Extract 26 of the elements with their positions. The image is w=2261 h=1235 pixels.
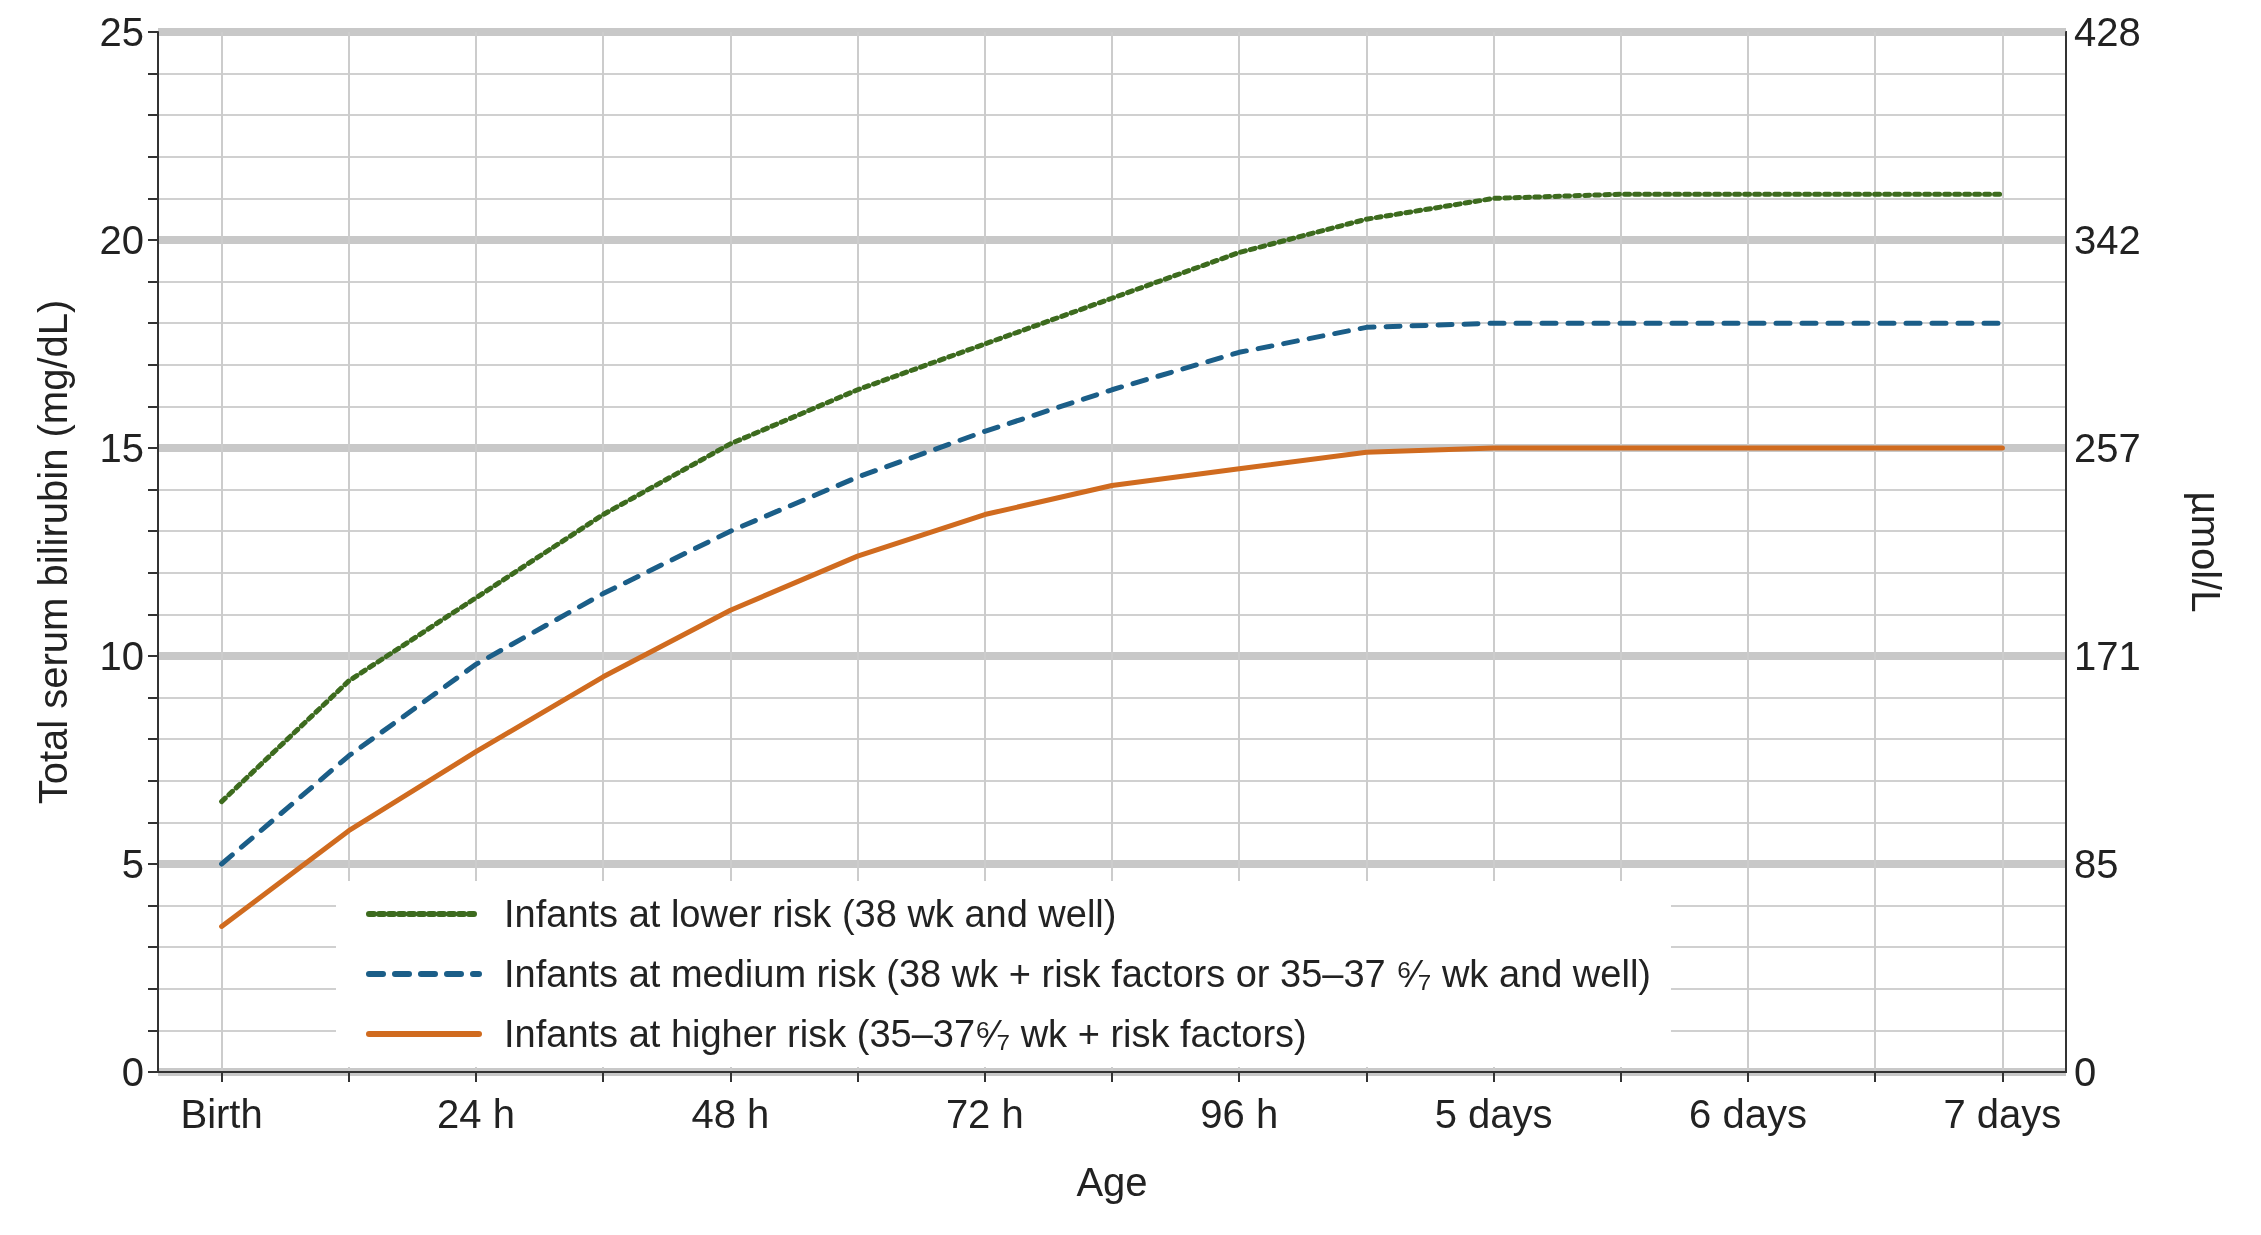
y2-tick-label: 171	[2074, 634, 2141, 678]
y2-tick-label: 428	[2074, 10, 2141, 54]
y-tick-label: 15	[99, 426, 144, 470]
x-tick-label: 48 h	[691, 1092, 770, 1136]
y-tick-label: 25	[99, 10, 144, 54]
x-tick-label: 6 days	[1689, 1092, 1807, 1136]
legend-label: Infants at medium risk (38 wk + risk factors or 35–37 ⁶⁄₇ wk and well)	[504, 953, 1651, 995]
y2-tick-label: 342	[2074, 218, 2141, 262]
x-tick-label: 96 h	[1200, 1092, 1279, 1136]
y-tick-label: 10	[99, 634, 144, 678]
y2-tick-label: 85	[2074, 842, 2119, 886]
legend-label: Infants at lower risk (38 wk and well)	[504, 893, 1117, 935]
y2-axis-title: µmol/L	[2184, 491, 2228, 613]
y-tick-label: 20	[99, 218, 144, 262]
x-axis-title: Age	[1076, 1160, 1148, 1204]
x-tick-label: 7 days	[1943, 1092, 2062, 1136]
y2-tick-label: 0	[2074, 1050, 2097, 1094]
x-tick-label: Birth	[180, 1092, 263, 1136]
y2-tick-label: 257	[2074, 426, 2141, 470]
x-tick-label: 24 h	[437, 1092, 515, 1136]
legend-label: Infants at higher risk (35–37⁶⁄₇ wk + risk factors)	[504, 1013, 1307, 1055]
x-tick-label: 72 h	[945, 1092, 1024, 1136]
x-tick-label: 5 days	[1434, 1092, 1553, 1136]
y-tick-label: 0	[121, 1050, 144, 1094]
y-axis-title: Total serum bilirubin (mg/dL)	[31, 299, 75, 805]
y-tick-label: 5	[121, 842, 144, 886]
